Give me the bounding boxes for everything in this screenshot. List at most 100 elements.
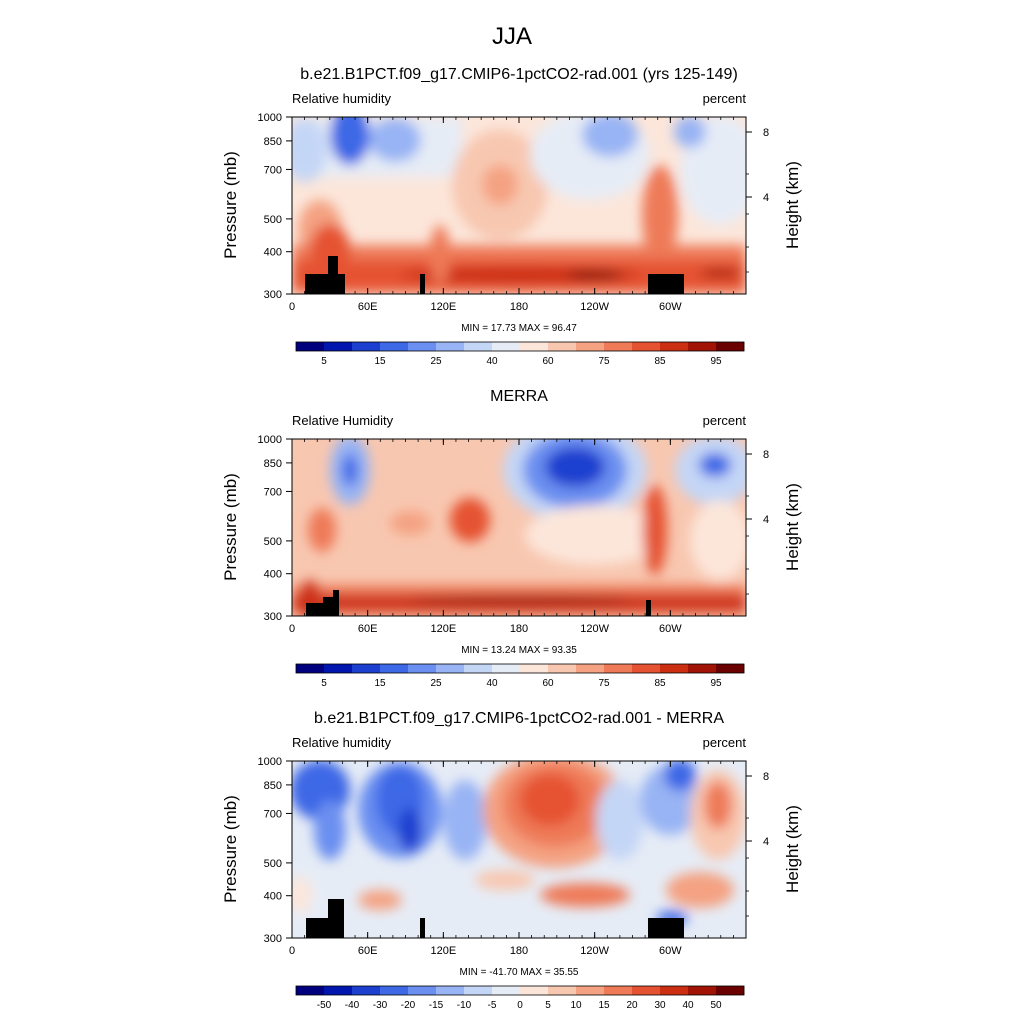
x-tick-label: 120W — [580, 945, 609, 957]
colorbar-swatch — [492, 342, 521, 351]
colorbar-label: 40 — [486, 356, 498, 367]
x-tick-label: 60E — [358, 623, 378, 635]
panel-left-label: Relative humidity — [292, 735, 391, 750]
colorbar-label: -20 — [401, 1000, 416, 1011]
colorbar-swatch — [604, 342, 633, 351]
colorbar-swatch — [548, 986, 577, 995]
colorbar-label: 75 — [598, 678, 610, 689]
colorbar-swatch — [520, 664, 549, 673]
colorbar-swatch — [408, 664, 437, 673]
colorbar-swatch — [492, 986, 521, 995]
x-tick-label: 120W — [580, 623, 609, 635]
y-tick-label: 700 — [264, 808, 282, 820]
colorbar-label: -40 — [345, 1000, 360, 1011]
colorbar-swatch — [352, 986, 381, 995]
height-axis-label: Height (km) — [783, 161, 802, 249]
colorbar-label: 15 — [598, 1000, 610, 1011]
pressure-axis-label: Pressure (mb) — [221, 151, 240, 259]
x-tick-label: 0 — [289, 301, 295, 313]
colorbar-swatch — [296, 342, 325, 351]
colorbar-label: 10 — [570, 1000, 582, 1011]
x-tick-label: 0 — [289, 623, 295, 635]
y-tick-label: 400 — [264, 247, 282, 259]
x-tick-label: 60E — [358, 945, 378, 957]
colorbar-frame — [295, 341, 745, 352]
colorbar-swatch — [660, 664, 689, 673]
colorbar-label: 95 — [710, 678, 722, 689]
colorbar-swatch — [380, 664, 409, 673]
colorbar-label: -15 — [429, 1000, 444, 1011]
y-tick-label: 850 — [264, 780, 282, 792]
colorbar-label: -5 — [488, 1000, 497, 1011]
y-tick-label: 400 — [264, 569, 282, 581]
colorbar-swatch — [492, 664, 521, 673]
heatmap-field — [292, 117, 746, 294]
heatmap-field — [292, 761, 746, 938]
y-tick-label: 850 — [264, 136, 282, 148]
colorbar-label: 5 — [545, 1000, 551, 1011]
colorbar-swatch — [688, 664, 717, 673]
panel-units-label: percent — [703, 735, 747, 750]
min-max-stats: MIN = -41.70 MAX = 35.55 — [460, 967, 579, 978]
colorbar-swatch — [632, 664, 661, 673]
colorbar-swatch — [464, 342, 493, 351]
colorbar-swatch — [576, 342, 605, 351]
panel-title: b.e21.B1PCT.f09_g17.CMIP6-1pctCO2-rad.00… — [314, 710, 724, 727]
pressure-axis-label: Pressure (mb) — [221, 795, 240, 903]
y2-tick-label: 8 — [763, 449, 769, 461]
x-tick-label: 0 — [289, 945, 295, 957]
y-tick-label: 500 — [264, 858, 282, 870]
colorbar-swatch — [632, 986, 661, 995]
panel-title: b.e21.B1PCT.f09_g17.CMIP6-1pctCO2-rad.00… — [300, 66, 738, 83]
y-tick-label: 1000 — [258, 434, 282, 446]
colorbar-swatch — [520, 342, 549, 351]
colorbar-label: 5 — [321, 356, 327, 367]
y-tick-label: 300 — [264, 933, 282, 945]
colorbar-label: 60 — [542, 678, 554, 689]
colorbar-swatch — [716, 342, 745, 351]
y-tick-label: 500 — [264, 536, 282, 548]
topography-mask — [306, 899, 684, 938]
height-axis-label: Height (km) — [783, 483, 802, 571]
colorbar-swatch — [464, 664, 493, 673]
colorbar-swatch — [436, 986, 465, 995]
colorbar-label: 5 — [321, 678, 327, 689]
colorbar-swatch — [324, 342, 353, 351]
panel-units-label: percent — [703, 413, 747, 428]
y-tick-label: 1000 — [258, 112, 282, 124]
panel-title: MERRA — [490, 388, 548, 405]
topography-mask — [305, 256, 684, 294]
y2-tick-label: 8 — [763, 127, 769, 139]
colorbar-label: -30 — [373, 1000, 388, 1011]
colorbar-swatch — [408, 986, 437, 995]
colorbar-label: 25 — [430, 356, 442, 367]
panel-merra: MERRA Relative Humidity percent — [221, 388, 802, 689]
colorbar-label: -10 — [457, 1000, 472, 1011]
x-tick-label: 180 — [510, 945, 528, 957]
colorbar-swatch — [296, 664, 325, 673]
colorbar-swatch — [548, 342, 577, 351]
axes: 0 60E 120E 180 120W 60W 300 400 500 700 850 1000 8 4 — [258, 756, 770, 957]
colorbar-swatch — [324, 986, 353, 995]
min-max-stats: MIN = 17.73 MAX = 96.47 — [461, 323, 577, 334]
x-tick-label: 60W — [659, 945, 682, 957]
colorbar-swatch — [604, 664, 633, 673]
y-tick-label: 700 — [264, 486, 282, 498]
colorbar-label: 0 — [517, 1000, 523, 1011]
colorbar-swatch — [716, 664, 745, 673]
colorbar-label: 50 — [710, 1000, 722, 1011]
y-tick-label: 300 — [264, 611, 282, 623]
x-tick-label: 60W — [659, 623, 682, 635]
colorbar-swatch — [548, 664, 577, 673]
y2-tick-label: 4 — [763, 192, 769, 204]
colorbar-swatch — [688, 342, 717, 351]
colorbar-label: 40 — [486, 678, 498, 689]
colorbar-frame — [295, 663, 745, 674]
y-tick-label: 400 — [264, 891, 282, 903]
colorbar-swatch — [436, 342, 465, 351]
colorbar-swatch — [324, 664, 353, 673]
colorbar-swatch — [296, 986, 325, 995]
panel-left-label: Relative Humidity — [292, 413, 394, 428]
y-tick-label: 300 — [264, 289, 282, 301]
